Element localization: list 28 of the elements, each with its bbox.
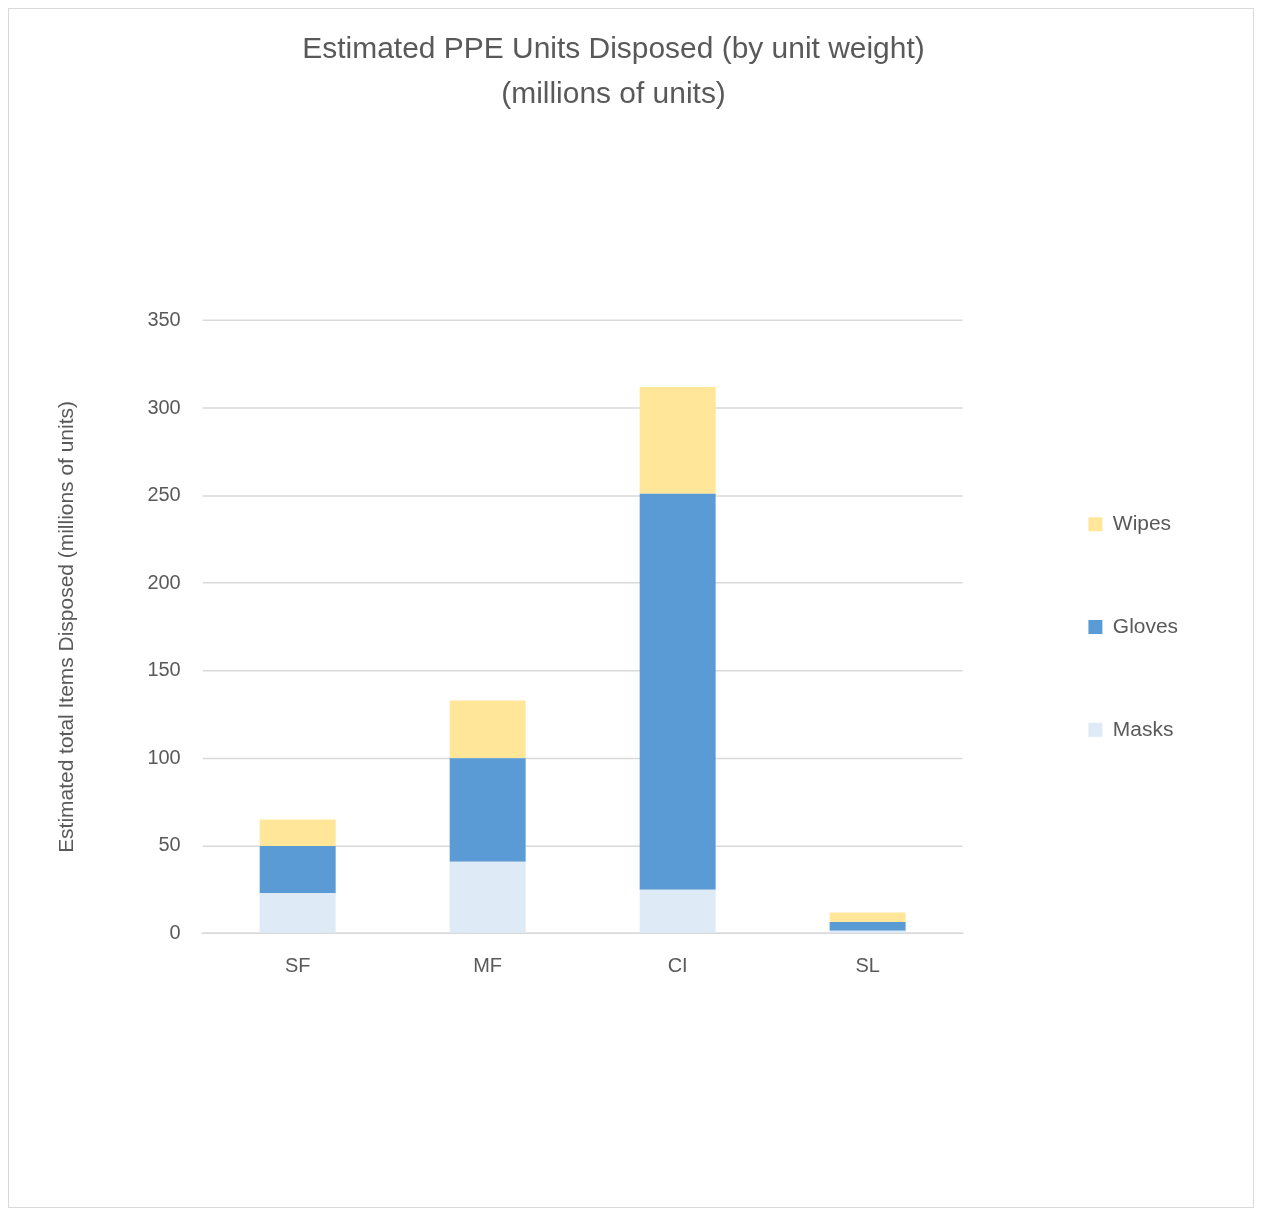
y-tick-label: 100 xyxy=(147,745,181,768)
bar xyxy=(449,758,526,862)
legend-label: Gloves xyxy=(1112,613,1179,637)
x-tick-label: MF xyxy=(473,953,503,976)
y-tick-label: 300 xyxy=(147,395,181,418)
y-tick-label: 50 xyxy=(158,833,181,856)
bar xyxy=(449,861,526,933)
y-tick-label: 200 xyxy=(147,570,181,593)
x-tick-label: SF xyxy=(284,953,311,976)
bar xyxy=(259,845,336,894)
bar xyxy=(259,893,336,933)
bar xyxy=(639,493,716,890)
bar xyxy=(449,700,526,759)
bar xyxy=(639,387,716,494)
bar xyxy=(259,819,336,846)
y-tick-label: 0 xyxy=(169,920,181,943)
x-tick-label: CI xyxy=(667,953,688,976)
y-tick-label: 250 xyxy=(147,483,181,506)
x-tick-label: SL xyxy=(855,953,880,976)
legend-label: Masks xyxy=(1112,716,1174,740)
chart-title: Estimated PPE Units Disposed (by unit weight) (millions of units) xyxy=(302,30,925,109)
bar xyxy=(639,889,716,933)
y-axis-title: Estimated total Items Disposed (millions of units) xyxy=(54,401,78,853)
bar xyxy=(829,912,906,923)
legend-label: Wipes xyxy=(1112,510,1172,534)
y-tick-label: 150 xyxy=(147,658,181,681)
y-tick-label: 350 xyxy=(147,307,181,330)
bar xyxy=(829,922,906,931)
